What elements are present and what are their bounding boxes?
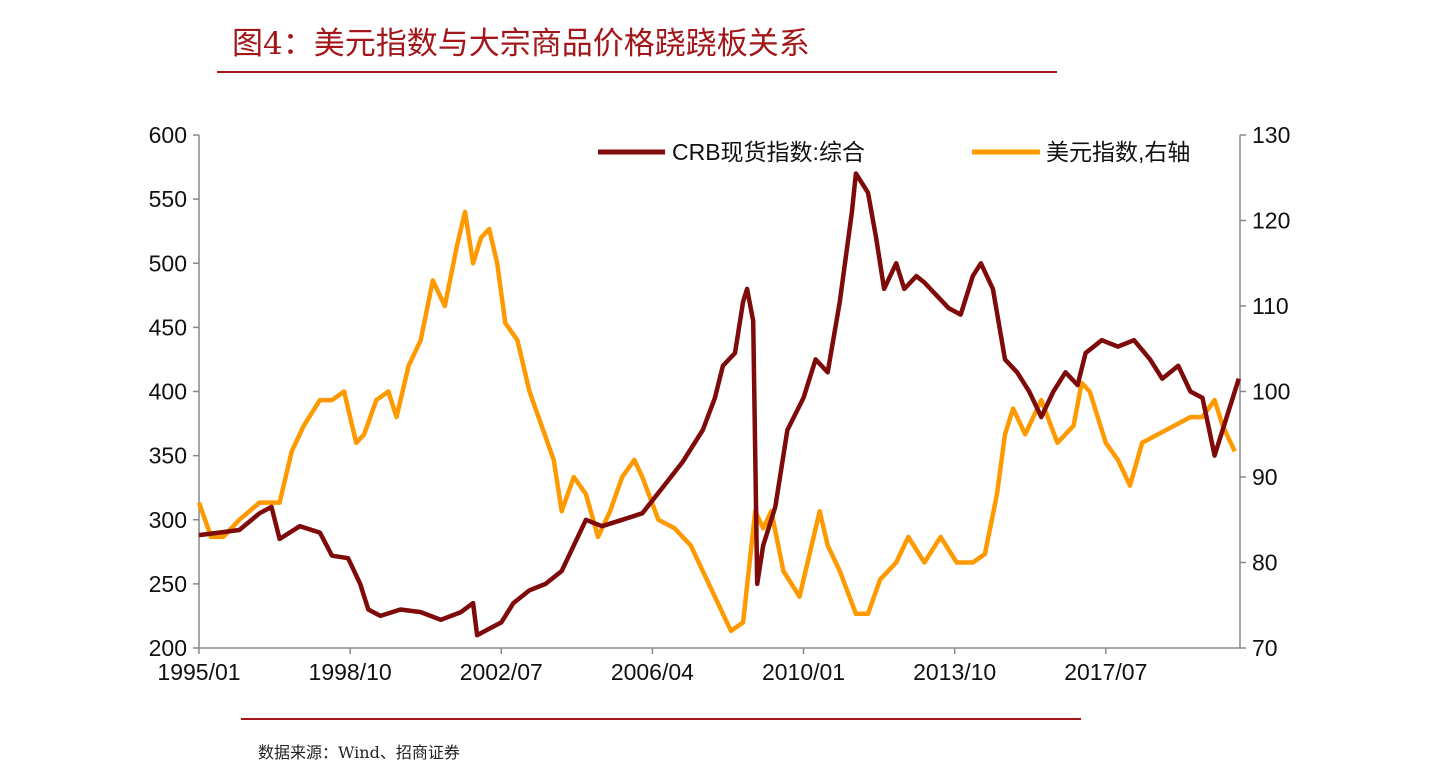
crb-index-line [198,171,1241,638]
x-tick-label: 2010/01 [762,659,845,685]
x-tick-label: 2006/04 [611,659,694,685]
title-divider [217,71,1057,73]
legend-label-usd: 美元指数,右轴 [1046,139,1190,165]
right-tick-label: 90 [1252,464,1278,490]
left-tick-label: 400 [149,379,187,405]
right-tick-label: 110 [1252,293,1289,319]
right-tick-label: 70 [1252,635,1278,661]
left-tick-label: 300 [149,507,187,533]
legend-label-crb: CRB现货指数:综合 [672,139,865,165]
x-tick-label: 2017/07 [1064,659,1147,685]
x-tick-label: 1995/01 [157,659,240,685]
left-tick-label: 250 [149,571,187,597]
source-note: 数据来源：Wind、招商证券 [258,743,460,762]
x-tick-label: 1998/10 [309,659,392,685]
left-tick-label: 550 [149,186,187,212]
usd-index-line [196,209,1237,634]
right-tick-label: 120 [1252,208,1290,234]
x-tick-label: 2013/10 [913,659,996,685]
left-tick-label: 200 [149,635,187,661]
axes: 200 250 300 350 400 450 500 550 600 70 80 90 100 110 1… [149,122,1291,685]
footer-divider [241,718,1081,720]
left-tick-label: 350 [149,443,187,469]
chart-title: 图4：美元指数与大宗商品价格跷跷板关系 [232,26,810,62]
left-tick-label: 600 [149,122,187,148]
left-tick-label: 500 [149,250,187,276]
x-tick-label: 2002/07 [460,659,543,685]
legend: CRB现货指数:综合 美元指数,右轴 [598,139,1190,165]
right-tick-label: 130 [1252,122,1290,148]
right-tick-label: 80 [1252,550,1278,576]
right-tick-label: 100 [1252,379,1290,405]
series-lines [196,171,1241,638]
left-tick-label: 450 [149,314,187,340]
